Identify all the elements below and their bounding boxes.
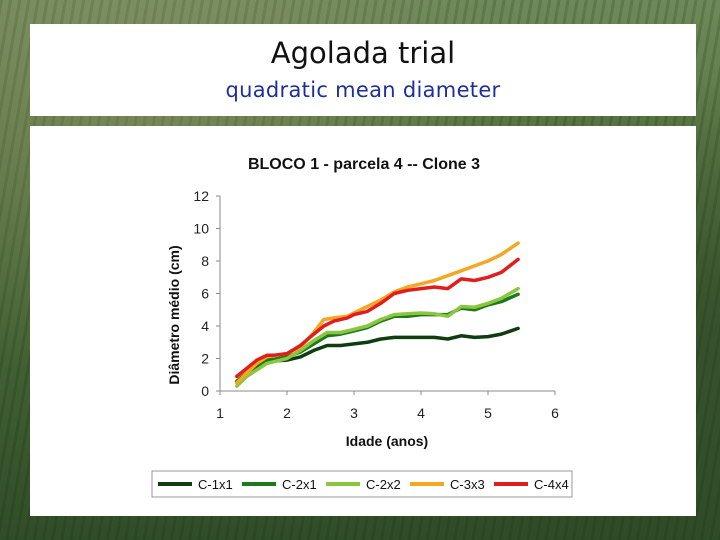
slide-subtitle: quadratic mean diameter bbox=[225, 78, 501, 102]
y-tick-label: 4 bbox=[201, 318, 209, 334]
series-line-c-2x2 bbox=[235, 286, 520, 388]
chart-series bbox=[235, 241, 520, 388]
chart-legend: C-1x1 C-2x1 C-2x2 C-3x3 C-4x4 bbox=[151, 470, 573, 498]
legend-label: C-2x1 bbox=[282, 477, 317, 492]
x-tick-label: 6 bbox=[551, 405, 559, 421]
x-axis-label: Idade (anos) bbox=[346, 433, 428, 449]
x-tick-label: 5 bbox=[484, 405, 492, 421]
legend-label: C-3x3 bbox=[450, 477, 485, 492]
x-tick-label: 2 bbox=[283, 405, 291, 421]
title-panel: Agolada trial quadratic mean diameter bbox=[30, 24, 696, 116]
chart-title: BLOCO 1 - parcela 4 -- Clone 3 bbox=[248, 156, 480, 173]
slide-title: Agolada trial bbox=[270, 36, 456, 70]
y-tick-label: 6 bbox=[201, 286, 209, 302]
y-tick-label: 8 bbox=[201, 253, 209, 269]
x-tick-label: 1 bbox=[216, 405, 224, 421]
y-tick-label: 10 bbox=[193, 221, 209, 237]
legend-label: C-4x4 bbox=[534, 477, 569, 492]
x-tick-label: 4 bbox=[417, 405, 425, 421]
y-axis-label: Diâmetro médio (cm) bbox=[166, 245, 182, 384]
y-tick-label: 12 bbox=[193, 188, 209, 204]
legend-label: C-2x2 bbox=[366, 477, 401, 492]
x-tick-label: 3 bbox=[350, 405, 358, 421]
y-tick-label: 2 bbox=[201, 351, 209, 367]
series-line-c-4x4 bbox=[235, 257, 520, 379]
y-tick-label: 0 bbox=[201, 383, 209, 399]
chart-panel: BLOCO 1 - parcela 4 -- Clone 3 0 2 4 6 8 10 12… bbox=[30, 126, 696, 516]
line-chart: BLOCO 1 - parcela 4 -- Clone 3 024681012… bbox=[151, 156, 573, 498]
legend-label: C-1x1 bbox=[198, 477, 233, 492]
